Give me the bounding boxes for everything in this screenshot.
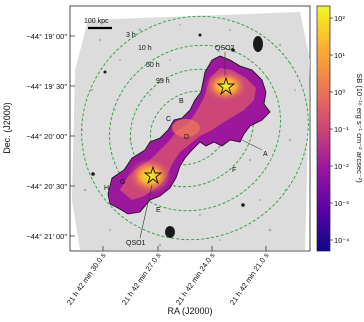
x-axis: 21 h 42 min 30.0 s 21 h 42 min 27.0 s 21… — [65, 246, 271, 316]
x-tick-label-0: 21 h 42 min 30.0 s — [65, 251, 108, 307]
region-h-leader — [111, 195, 121, 201]
colorbar-tick-2: 10⁰ — [334, 88, 345, 97]
qso2-label: QSO2 — [215, 45, 235, 52]
contour-label-10h: 10 h — [138, 45, 152, 52]
x-tick-label-1: 21 h 42 min 27.0 s — [120, 251, 163, 307]
y-tick-label-3: −44° 20′ 30″ — [26, 182, 67, 191]
y-tick-label-4: −44° 21′ 00″ — [26, 232, 67, 241]
qso1-label: QSO1 — [126, 240, 146, 247]
colorbar-tick-3: 10⁻¹ — [334, 125, 349, 134]
colorbar-gradient — [316, 5, 331, 252]
colorbar-tick-1: 10¹ — [334, 51, 345, 60]
y-axis: −44° 19′ 00″ −44° 19′ 30″ −44° 20′ 00″ −… — [2, 32, 75, 241]
scale-bar-label: 100 kpc — [84, 18, 109, 25]
x-tick-label-2: 21 h 42 min 24.0 s — [174, 251, 217, 307]
region-label-e: E — [156, 207, 161, 214]
nebula — [107, 55, 271, 215]
colorbar: 10² 10¹ 10⁰ 10⁻¹ 10⁻² 10⁻³ 10⁻⁴ SB (10⁻¹… — [316, 5, 364, 252]
qso1-leader — [139, 184, 153, 239]
colorbar-tick-0: 10² — [334, 14, 345, 23]
region-a-leader — [241, 139, 263, 151]
y-tick-label-1: −44° 19′ 30″ — [26, 82, 67, 91]
region-label-d: D — [184, 134, 189, 141]
region-label-b: B — [179, 98, 184, 105]
region-label-f: F — [232, 167, 236, 174]
image-panel: 100 kpc 3 h 10 h 50 h 95 h A B C D E F G… — [69, 5, 311, 252]
x-tick-label-3: 21 h 42 min 21.0 s — [228, 251, 271, 307]
colorbar-title: SB (10⁻¹⁸ erg s⁻¹ cm⁻² arcsec⁻²) — [355, 73, 364, 183]
region-label-a: A — [263, 151, 268, 158]
noise-speckles — [81, 24, 296, 247]
y-tick-label-0: −44° 19′ 00″ — [26, 32, 67, 41]
colorbar-tick-4: 10⁻² — [334, 162, 349, 171]
contour-label-95h: 95 h — [156, 78, 170, 85]
region-label-g: G — [120, 179, 125, 186]
x-axis-title: RA (J2000) — [167, 306, 212, 316]
contour-label-3h: 3 h — [126, 32, 136, 39]
qso1-star — [143, 165, 163, 185]
region-label-h: H — [104, 185, 109, 192]
colorbar-tick-6: 10⁻⁴ — [334, 236, 350, 245]
contour-label-50h: 50 h — [146, 62, 160, 69]
region-label-c: C — [166, 116, 171, 123]
qso2-star — [216, 76, 236, 96]
colorbar-tick-5: 10⁻³ — [334, 199, 349, 208]
y-axis-title: Dec. (J2000) — [2, 102, 12, 154]
y-tick-label-2: −44° 20′ 00″ — [26, 132, 67, 141]
